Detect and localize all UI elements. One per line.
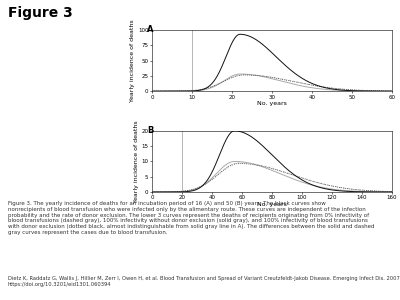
Text: Dietz K, Raddatz G, Wallis J, Hillier M, Zerr I, Owen H, et al. Blood Transfusio: Dietz K, Raddatz G, Wallis J, Hillier M,…: [8, 276, 400, 287]
Text: B: B: [147, 126, 154, 135]
X-axis label: No. years: No. years: [257, 101, 287, 106]
Text: A: A: [147, 25, 154, 34]
Text: Figure 3. The yearly incidence of deaths for an incubation period of 16 (A) and : Figure 3. The yearly incidence of deaths…: [8, 201, 374, 235]
X-axis label: No. years: No. years: [257, 202, 287, 207]
Y-axis label: Yearly incidence of deaths: Yearly incidence of deaths: [130, 19, 135, 102]
Text: Figure 3: Figure 3: [8, 6, 73, 20]
Y-axis label: Yearly incidence of deaths: Yearly incidence of deaths: [134, 120, 139, 203]
